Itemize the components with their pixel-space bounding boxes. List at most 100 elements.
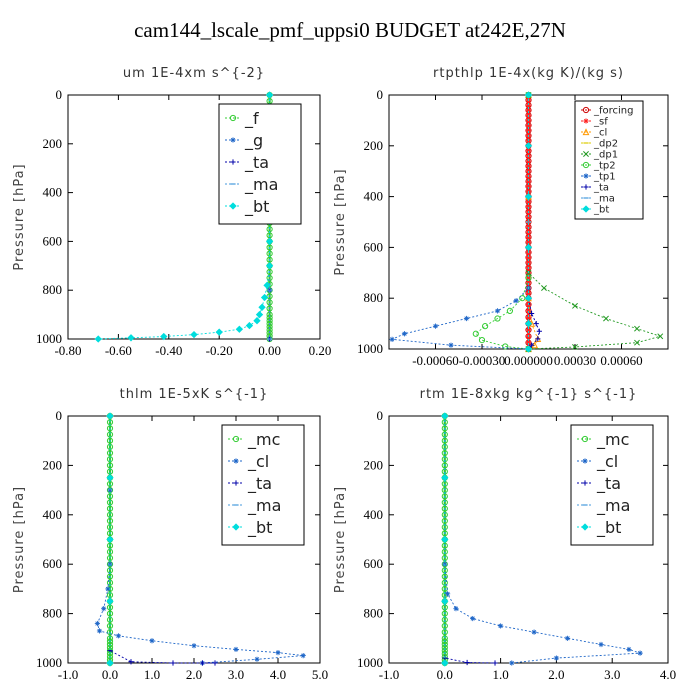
y-tick-label: 800	[43, 606, 63, 621]
data-point	[441, 412, 449, 420]
series-line	[444, 416, 496, 664]
data-point	[524, 142, 533, 150]
data-point	[94, 620, 100, 627]
data-point	[482, 323, 489, 330]
panel-title: thlm 1E-5xK s^{-1}	[120, 387, 269, 402]
series-line	[109, 416, 215, 664]
y-tick-label: 400	[364, 189, 384, 204]
data-point	[115, 633, 121, 639]
data-point	[470, 615, 476, 622]
legend-label: _dp1	[593, 150, 618, 161]
data-point	[603, 315, 609, 322]
data-point	[105, 586, 111, 592]
legend-marker	[582, 106, 590, 114]
y-axis-label: Pressure [hPa]	[12, 486, 27, 593]
data-point	[524, 294, 533, 302]
data-point	[525, 239, 532, 245]
legend-marker	[581, 435, 589, 443]
data-point	[525, 148, 532, 154]
x-tick-label: 3.0	[228, 667, 244, 682]
data-point	[254, 656, 260, 662]
data-point	[657, 333, 664, 340]
data-point	[525, 260, 532, 266]
data-point	[525, 234, 532, 240]
legend-label: _mc	[247, 430, 280, 450]
data-point	[441, 659, 449, 667]
y-tick-label: 1000	[36, 655, 62, 670]
x-tick-label: 1.0	[492, 667, 508, 682]
data-point	[265, 91, 274, 99]
x-tick-label: 3.0	[604, 667, 620, 682]
legend-label: _cl	[596, 452, 618, 472]
legend-label: _tp2	[593, 161, 616, 172]
legend-marker	[232, 435, 240, 443]
data-point	[498, 623, 504, 629]
legend-label: _cl	[247, 452, 269, 472]
data-point	[106, 535, 114, 544]
series-line	[475, 95, 529, 350]
y-tick-label: 800	[364, 606, 384, 621]
y-axis-label: Pressure [hPa]	[333, 486, 348, 593]
panel-1: um 1E-4xm s^{-2} Pressure [hPa] 0 200 400 600…	[12, 66, 331, 358]
legend-label: _ma	[247, 496, 281, 516]
legend-label: _bt	[596, 518, 621, 538]
legend-label: _ta	[593, 183, 609, 194]
panel-title: rtm 1E-8xkg kg^{-1} s^{-1}	[420, 387, 638, 402]
plot-frame	[388, 415, 669, 664]
legend-label: _ta	[244, 153, 269, 173]
y-tick-label: 400	[364, 507, 384, 522]
data-point	[101, 606, 107, 612]
data-point	[441, 449, 448, 457]
data-point	[524, 319, 533, 328]
data-point	[106, 659, 114, 667]
legend-label: _ma	[596, 496, 630, 516]
data-point	[626, 646, 632, 653]
data-point	[265, 237, 274, 246]
data-point	[160, 332, 168, 341]
data-point	[444, 591, 451, 597]
data-point	[525, 290, 532, 296]
y-axis-label: Pressure [hPa]	[333, 168, 348, 275]
data-point	[107, 487, 113, 493]
data-point	[525, 204, 532, 210]
x-tick-label: 0.0	[102, 667, 118, 682]
legend-label: _bt	[244, 197, 269, 217]
y-tick-label: 0	[56, 87, 63, 102]
legend: _forcing_sf_cl_dp2_dp1_tp2_tp1_ta_ma_bt	[574, 100, 644, 220]
data-point	[149, 638, 155, 644]
data-point	[255, 310, 264, 319]
data-point	[525, 183, 532, 190]
y-tick-label: 1000	[357, 655, 383, 670]
x-tick-label: 0.00	[258, 343, 281, 358]
data-point	[96, 628, 103, 634]
data-point	[502, 343, 509, 350]
data-point	[190, 330, 198, 339]
panel-2: rtpthlp 1E-4x(kg K)/(kg s) Pressure [hPa]…	[333, 66, 669, 368]
legend-marker	[581, 523, 589, 531]
data-point	[106, 437, 114, 444]
x-tick-label: 1.0	[144, 667, 160, 682]
data-point	[472, 330, 479, 337]
data-point	[260, 293, 269, 302]
y-tick-label: 200	[364, 138, 384, 153]
data-point	[170, 660, 176, 666]
legend-label: _dp2	[593, 139, 618, 150]
x-tick-label: 4.0	[270, 667, 286, 682]
x-tick-label: 0.000000	[504, 353, 553, 368]
data-point	[128, 659, 134, 665]
y-tick-label: 200	[43, 136, 63, 151]
data-point	[525, 107, 532, 113]
y-tick-label: 0	[377, 87, 384, 102]
legend: _mc_cl_ta_ma_bt	[570, 424, 654, 546]
x-tick-label: -0.00060	[412, 353, 459, 368]
data-point	[524, 91, 533, 99]
data-point	[524, 243, 533, 252]
series-bt	[524, 91, 533, 353]
legend-label: _tp1	[593, 172, 616, 183]
data-point	[494, 308, 501, 314]
legend-marker	[229, 202, 237, 210]
data-point	[541, 285, 547, 291]
y-axis-label: Pressure [hPa]	[12, 163, 27, 270]
data-point	[525, 199, 532, 205]
legend-label: _cl	[593, 128, 607, 139]
